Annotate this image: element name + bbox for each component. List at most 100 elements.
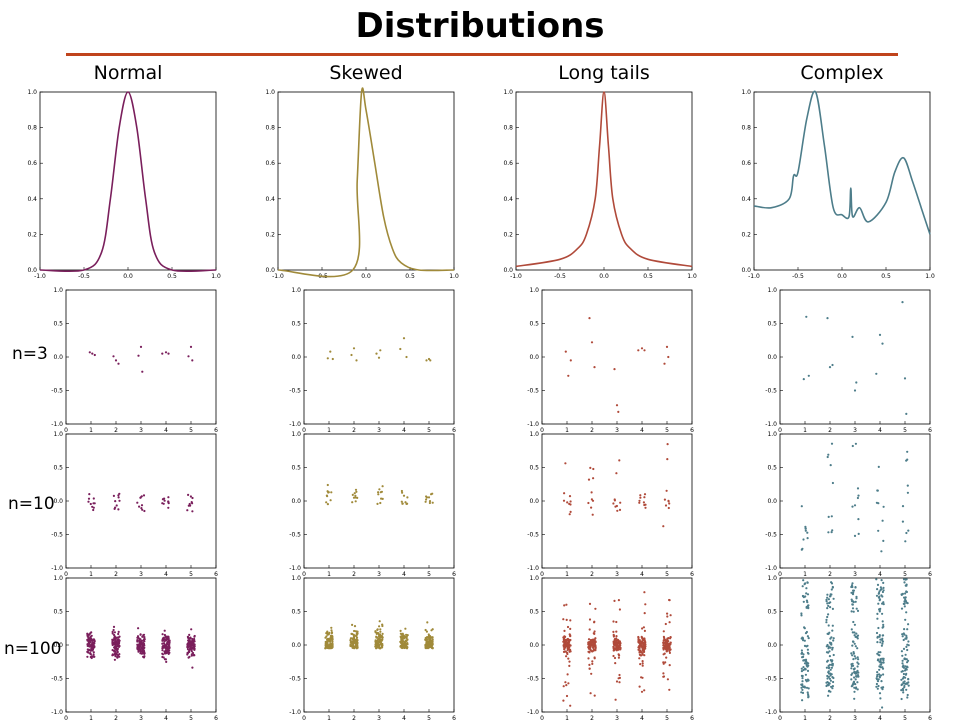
scatter-skewed-n3-xtick-label: 2: [352, 427, 356, 434]
scatter-complex-n100-ytick-label: 0.0: [767, 642, 777, 649]
scatter-long-tails-n10-point: [666, 458, 669, 461]
scatter-normal-n100-point: [112, 628, 115, 632]
scatter-complex-n10-xtick-label: 3: [853, 571, 857, 578]
scatter-complex-n100-point: [902, 691, 905, 694]
scatter-complex-n100-point: [901, 662, 904, 665]
scatter-complex-n100-point: [881, 639, 884, 642]
scatter-complex-n3-point: [881, 342, 884, 345]
density-complex-xtick-label: 0.5: [881, 273, 891, 280]
scatter-complex-n100-point: [902, 675, 905, 679]
scatter-complex-n3-ytick-label: -1.0: [765, 421, 777, 428]
scatter-skewed-n10-ytick-label: 1.0: [291, 431, 301, 438]
scatter-long-tails-n100-point: [668, 598, 671, 602]
scatter-complex-n100-point: [825, 598, 828, 601]
scatter-long-tails-n10-point: [668, 502, 671, 505]
scatter-complex-n100-point: [853, 697, 856, 700]
scatter-skewed-n10-point: [427, 496, 431, 499]
scatter-complex-n10-point: [827, 453, 830, 456]
scatter-complex-n10-xtick-label: 2: [828, 571, 832, 578]
scatter-skewed-n10-point: [329, 499, 332, 502]
scatter-long-tails-n100-point: [618, 681, 621, 684]
scatter-skewed-n3-point: [399, 347, 402, 351]
scatter-skewed-n10-point: [400, 500, 403, 503]
scatter-long-tails-n3-ytick-label: -1.0: [527, 421, 539, 428]
scatter-complex-n100-point: [851, 582, 854, 585]
scatter-long-tails-n100-point: [590, 672, 593, 675]
scatter-skewed-n10-point: [381, 485, 384, 488]
scatter-long-tails-n100-point: [587, 650, 590, 653]
density-skewed-ytick-label: 1.0: [265, 89, 275, 96]
scatter-complex-n100-point: [852, 620, 855, 624]
scatter-complex-n100-point: [900, 650, 904, 653]
scatter-long-tails-n100-point: [568, 638, 571, 642]
scatter-long-tails-n10-ytick-label: 0.5: [529, 465, 539, 472]
scatter-skewed-n100-point: [375, 635, 378, 638]
scatter-complex-n100-point: [831, 685, 835, 688]
scatter-complex-n10-xtick-label: 1: [803, 571, 807, 578]
scatter-complex-n100-point: [875, 631, 879, 635]
scatter-normal-n10-point: [91, 505, 94, 508]
scatter-normal-n100-point: [114, 655, 117, 658]
scatter-skewed-n100-point: [429, 643, 432, 646]
scatter-long-tails-n10-point: [667, 499, 670, 502]
slide-title: Distributions: [355, 6, 605, 46]
density-skewed-ytick-label: 0.4: [265, 196, 275, 203]
scatter-long-tails-n100-point: [564, 681, 567, 684]
scatter-complex-n100-point: [875, 677, 878, 680]
scatter-normal-n3-xtick-label: 0: [64, 427, 68, 434]
scatter-long-tails-n100-point: [567, 641, 570, 644]
scatter-complex-n100-point: [826, 615, 829, 619]
scatter-normal-n100-point: [138, 637, 141, 640]
scatter-complex-n100-point: [800, 652, 803, 655]
density-normal-ytick-label: 0.8: [27, 125, 37, 132]
density-skewed-ytick-label: 0.0: [265, 267, 275, 274]
scatter-complex-n100-xtick-label: 3: [853, 715, 857, 720]
scatter-long-tails-n100-point: [641, 637, 644, 640]
scatter-complex-n10-point: [857, 518, 860, 521]
density-complex-ytick-label: 0.2: [741, 231, 751, 238]
scatter-skewed-n100-point: [352, 634, 355, 637]
scatter-long-tails-n100-point: [568, 664, 571, 668]
scatter-normal-n100-point: [113, 658, 116, 661]
scatter-complex-n100-point: [880, 579, 883, 582]
scatter-skewed-n10-ytick-label: -1.0: [289, 565, 301, 572]
scatter-complex-n100-xtick-label: 1: [803, 715, 807, 720]
scatter-skewed-n100-point: [431, 639, 434, 642]
scatter-skewed-n10-point: [377, 491, 380, 494]
scatter-skewed-n3-point: [355, 359, 358, 362]
scatter-long-tails-n100-point: [563, 629, 566, 633]
scatter-normal-n100-point: [161, 649, 164, 652]
scatter-skewed-n3-point: [402, 337, 406, 340]
scatter-long-tails-n100-point: [562, 636, 565, 639]
scatter-long-tails-n10-point: [568, 502, 571, 505]
scatter-normal-n100-xtick-label: 6: [214, 715, 218, 720]
scatter-long-tails-n10-point: [563, 492, 566, 495]
scatter-complex-n100-point: [901, 635, 904, 638]
scatter-long-tails-n10-point: [662, 525, 665, 528]
scatter-complex-n100-point: [878, 598, 882, 601]
scatter-skewed-n100-point: [352, 639, 355, 642]
scatter-normal-n100-point: [165, 660, 168, 664]
scatter-normal-n100-point: [116, 649, 119, 652]
scatter-complex-n100-point: [904, 637, 907, 640]
scatter-normal-n100-point: [90, 634, 93, 637]
scatter-complex-n100-point: [882, 603, 885, 606]
scatter-long-tails-n100-point: [666, 615, 669, 618]
scatter-long-tails-n100-ytick-label: -0.5: [527, 676, 539, 683]
scatter-skewed-n100-point: [329, 636, 332, 639]
scatter-skewed-n100-point: [350, 637, 353, 640]
scatter-normal-n100-point: [117, 630, 120, 634]
scatter-complex-n100-point: [801, 585, 804, 588]
scatter-complex-n100-point: [801, 688, 804, 692]
scatter-long-tails-n100-point: [618, 608, 622, 611]
scatter-complex-n100-point: [831, 646, 834, 649]
scatter-long-tails-n3-point: [667, 355, 670, 359]
scatter-long-tails-n3-point: [613, 368, 616, 371]
scatter-long-tails-n3-point: [663, 362, 666, 365]
density-complex-ytick-label: 1.0: [741, 89, 751, 96]
scatter-long-tails-n100-point: [588, 663, 591, 667]
scatter-long-tails-n100-point: [638, 651, 641, 654]
scatter-skewed-n100-point: [427, 634, 431, 638]
scatter-normal-n10-frame: [65, 433, 217, 569]
density-long-tails-xtick-label: -0.5: [554, 273, 566, 280]
